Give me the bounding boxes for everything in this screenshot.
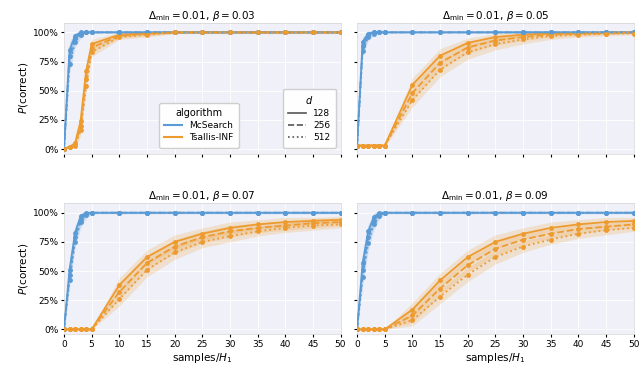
Legend: 128, 256, 512: 128, 256, 512 bbox=[283, 89, 336, 148]
Title: $\Delta_{\min} = 0.01,\, \beta = 0.05$: $\Delta_{\min} = 0.01,\, \beta = 0.05$ bbox=[442, 9, 549, 23]
X-axis label: samples/$H_1$: samples/$H_1$ bbox=[172, 351, 232, 366]
Title: $\Delta_{\min} = 0.01,\, \beta = 0.09$: $\Delta_{\min} = 0.01,\, \beta = 0.09$ bbox=[442, 189, 549, 203]
X-axis label: samples/$H_1$: samples/$H_1$ bbox=[465, 351, 525, 366]
Title: $\Delta_{\min} = 0.01,\, \beta = 0.03$: $\Delta_{\min} = 0.01,\, \beta = 0.03$ bbox=[148, 9, 256, 23]
Y-axis label: $P$(correct): $P$(correct) bbox=[17, 62, 30, 114]
Y-axis label: $P$(correct): $P$(correct) bbox=[17, 243, 30, 295]
Title: $\Delta_{\min} = 0.01,\, \beta = 0.07$: $\Delta_{\min} = 0.01,\, \beta = 0.07$ bbox=[148, 189, 256, 203]
